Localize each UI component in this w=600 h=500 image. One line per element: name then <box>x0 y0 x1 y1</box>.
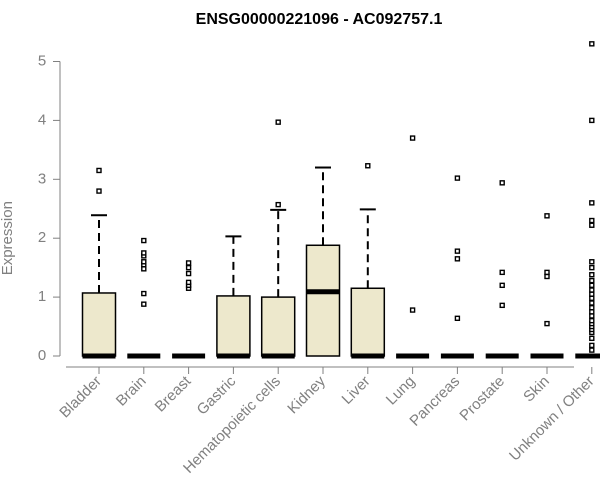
x-tick-label: Kidney <box>284 372 329 417</box>
outlier-point <box>589 222 595 228</box>
box-kidney <box>305 166 341 357</box>
outlier-point <box>499 282 505 289</box>
outlier-point <box>454 256 461 262</box>
outlier-point <box>589 287 595 293</box>
outlier-point <box>589 282 595 289</box>
outlier-point <box>589 264 595 271</box>
outlier-point <box>454 248 461 254</box>
outlier-point <box>589 309 595 315</box>
outlier-point <box>589 272 595 278</box>
outlier-point <box>544 269 550 276</box>
outlier-point <box>499 302 505 309</box>
box-gastric <box>216 235 251 359</box>
y-tick-label: 1 <box>38 288 46 305</box>
box <box>216 295 251 357</box>
outlier-point <box>365 163 371 169</box>
outlier-point <box>589 313 595 319</box>
outlier-point <box>544 213 550 219</box>
outlier-point <box>589 300 595 306</box>
box <box>81 292 117 357</box>
outlier-point <box>185 260 192 266</box>
outlier-point <box>589 217 595 224</box>
box-prostate <box>485 180 519 359</box>
box-pancreas <box>440 175 474 359</box>
box-brain <box>127 237 161 359</box>
box-lung <box>396 135 430 359</box>
x-tick-label: Liver <box>339 373 374 408</box>
outlier-point <box>454 315 461 322</box>
outlier-point <box>589 335 595 342</box>
outlier-point <box>141 237 147 244</box>
boxes <box>81 41 600 359</box>
outlier-point <box>454 175 461 181</box>
outlier-point <box>544 273 550 280</box>
outlier-point <box>96 167 102 174</box>
outlier-point <box>141 301 147 307</box>
y-tick-label: 3 <box>38 170 46 187</box>
outlier-point <box>185 279 192 286</box>
outlier-point <box>141 266 147 272</box>
box <box>350 287 386 357</box>
y-tick-label: 4 <box>38 111 46 128</box>
chart-title: ENSG00000221096 - AC092757.1 <box>196 11 443 28</box>
y-axis-label: Expression <box>0 201 16 275</box>
y-axis: 0 1 2 3 4 5 <box>38 52 61 364</box>
outlier-point <box>141 259 147 265</box>
outlier-point <box>499 180 505 186</box>
x-tick-label: Brain <box>113 373 150 410</box>
outlier-point <box>589 347 595 353</box>
x-tick-label: Lung <box>383 373 419 409</box>
x-tick-label: Bladder <box>56 373 105 422</box>
outlier-point <box>589 342 595 349</box>
outlier-point <box>589 41 595 47</box>
outlier-point <box>96 188 102 194</box>
outlier-point <box>409 135 416 141</box>
box <box>260 296 296 357</box>
x-tick-label: Breast <box>152 372 195 415</box>
x-tick-label: Prostate <box>456 373 508 425</box>
x-tick-label: Skin <box>520 373 553 406</box>
outlier-point <box>141 250 147 256</box>
outlier-point <box>589 291 595 297</box>
box-liver <box>350 163 386 359</box>
outlier-point <box>589 295 595 301</box>
box-bladder <box>81 167 117 359</box>
outlier-point <box>275 119 281 125</box>
outlier-point <box>275 201 281 208</box>
box-breast <box>172 260 206 359</box>
y-tick-label: 2 <box>38 229 46 246</box>
outlier-point <box>141 290 147 297</box>
box <box>305 244 341 357</box>
box-hematopoietic-cells <box>260 119 296 359</box>
outlier-point <box>589 305 595 311</box>
outlier-point <box>409 307 416 313</box>
y-tick-label: 0 <box>38 347 46 364</box>
outlier-point <box>544 320 550 327</box>
outlier-point <box>589 117 595 124</box>
outlier-point <box>589 259 595 265</box>
outlier-point <box>589 317 595 324</box>
outlier-point <box>589 200 595 206</box>
x-tick-label: Unknown / Other <box>506 373 598 465</box>
outlier-point <box>185 270 192 277</box>
box-unknown-other <box>575 41 600 359</box>
outlier-point <box>589 277 595 284</box>
outlier-point <box>499 269 505 276</box>
y-tick-label: 5 <box>38 52 46 69</box>
outlier-point <box>185 264 192 271</box>
box-skin <box>530 213 564 359</box>
